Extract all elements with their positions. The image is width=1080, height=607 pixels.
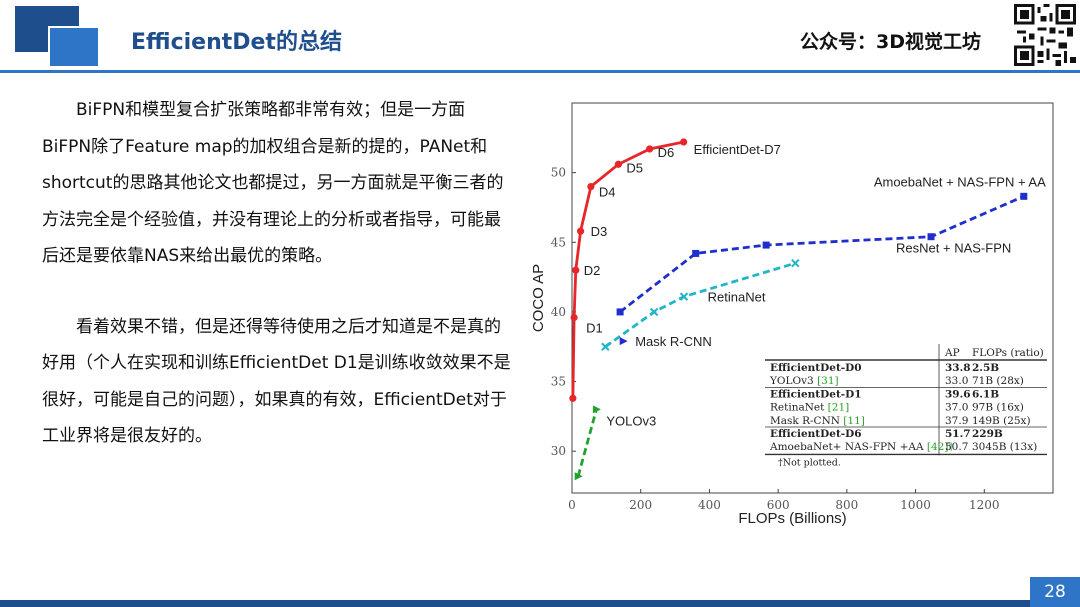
table-cell-model: EfficientDet-D6: [770, 428, 862, 440]
data-point-0-6: [646, 145, 654, 153]
table-citation: [21]: [824, 402, 849, 414]
logo-square-front: [48, 26, 100, 68]
y-tick-label: 50: [551, 166, 566, 180]
data-point-1-1: [692, 249, 700, 257]
series-label-maskrcnn: Mask R-CNN: [635, 334, 712, 349]
table-cell-model: YOLOv3 [31]: [769, 375, 839, 387]
data-point-0-0: [569, 394, 577, 402]
table-background: [762, 344, 1048, 483]
x-tick-label: 1200: [969, 498, 1000, 512]
summary-paragraph-2: 看着效果不错，但是还得等待使用之后才知道是不是真的好用（个人在实现和训练Effi…: [42, 316, 511, 447]
ap-vs-flops-chart: 0 200 400 600 800 1000 1200 30 35 40 45 50 FLOPs (Bi…: [530, 102, 1054, 527]
table-cell-flops: 97B (16x): [972, 402, 1024, 414]
table-cell-ap: 33.0: [945, 375, 968, 387]
series-label-retinanet: RetinaNet: [708, 290, 766, 305]
series-label-yolov3: YOLOv3: [606, 413, 656, 428]
summary-text: BiFPN和模型复合扩张策略都非常有效；但是一方面BiFPN除了Feature …: [42, 92, 512, 455]
table-cell-ap: 51.7: [945, 428, 971, 440]
table-citation: [42]†: [924, 441, 954, 453]
table-header-ap: AP: [944, 347, 960, 359]
series-line-4: [576, 409, 598, 477]
table-cell-ap: 37.9: [945, 415, 968, 427]
series-label-amoebanet: AmoebaNet + NAS-FPN + AA: [874, 174, 1046, 189]
table-cell-model: RetinaNet [21]: [770, 402, 849, 414]
x-tick-label: 400: [698, 498, 721, 512]
data-point-0-7: [680, 138, 688, 146]
x-axis-label: FLOPs (Billions): [738, 510, 846, 527]
x-tick-label: 200: [629, 498, 652, 512]
table-citation: [31]: [814, 375, 839, 387]
slide-title: EfficientDet的总结: [131, 30, 342, 55]
table-cell-ap: 37.0: [945, 402, 968, 414]
point-label: D6: [658, 145, 675, 160]
data-point-0-2: [572, 266, 580, 274]
point-label: D1: [586, 321, 603, 336]
data-point-4-0: [574, 472, 583, 481]
x-tick-label: 600: [767, 498, 790, 512]
table-cell-flops: 149B (25x): [972, 415, 1031, 427]
table-header-flops: FLOPs (ratio): [972, 347, 1044, 359]
data-point-1-3: [927, 233, 935, 241]
table-cell-ap: 50.7: [945, 441, 968, 453]
qr-code-icon: [1014, 4, 1076, 66]
point-label: ResNet + NAS-FPN: [896, 241, 1011, 256]
series-line-0: [571, 140, 684, 399]
y-tick-label: 30: [551, 444, 566, 458]
x-tick-label: 800: [835, 498, 858, 512]
data-point-2-0: [601, 342, 610, 351]
data-point-4-1: [592, 405, 601, 414]
x-tick-label: 0: [568, 498, 576, 512]
y-axis-label: COCO AP: [530, 264, 547, 332]
footer-divider: [0, 600, 1080, 607]
point-label: D3: [591, 224, 608, 239]
y-tick-label: 45: [551, 235, 566, 249]
table-citation: [11]: [840, 415, 865, 427]
data-point-0-4: [587, 182, 595, 191]
data-point-2-3: [791, 258, 800, 268]
data-point-2-2: [679, 292, 689, 301]
point-label: D2: [584, 263, 601, 278]
table-cell-model: AmoebaNet+ NAS-FPN +AA [42]†: [769, 441, 954, 453]
table-cell-flops: 2.5B: [972, 362, 999, 374]
x-tick-label: 1000: [900, 498, 931, 512]
series-label-efficientdet: EfficientDet-D7: [694, 142, 781, 157]
point-label: D5: [626, 160, 643, 175]
plot-frame: [571, 102, 1054, 494]
table-cell-model: EfficientDet-D1: [770, 388, 862, 400]
data-point-1-2: [762, 241, 770, 249]
y-tick-label: 35: [551, 375, 566, 389]
data-point-0-5: [614, 160, 622, 168]
data-point-1-4: [1020, 192, 1028, 200]
table-cell-flops: 6.1B: [972, 388, 999, 400]
table-cell-flops: 3045B (13x): [972, 441, 1037, 453]
table-cell-ap: 33.8: [945, 362, 971, 374]
point-label: D4: [599, 185, 616, 200]
data-point-0-3: [576, 227, 585, 235]
table-cell-flops: 71B (28x): [972, 375, 1024, 387]
header-divider: [0, 70, 1080, 73]
y-tick-label: 40: [551, 305, 566, 319]
table-cell-model: EfficientDet-D0: [770, 362, 862, 374]
table-cell-ap: 39.6: [945, 388, 971, 400]
data-point-2-1: [649, 307, 659, 317]
brand-label: 公众号：3D视觉工坊: [800, 31, 981, 53]
page-number: 28: [1030, 577, 1080, 607]
data-point-1-0: [616, 308, 624, 316]
table-cell-flops: 229B: [972, 428, 1003, 440]
summary-paragraph-1: BiFPN和模型复合扩张策略都非常有效；但是一方面BiFPN除了Feature …: [42, 100, 504, 266]
data-point-3-0: [619, 337, 628, 346]
comparison-table: AP FLOPs (ratio) EfficientDet-D0 33.8 2.5B YO…: [762, 344, 1048, 483]
table-cell-model: Mask R-CNN [11]: [770, 415, 865, 427]
table-footnote: †Not plotted.: [778, 457, 841, 468]
data-point-0-1: [570, 313, 578, 322]
